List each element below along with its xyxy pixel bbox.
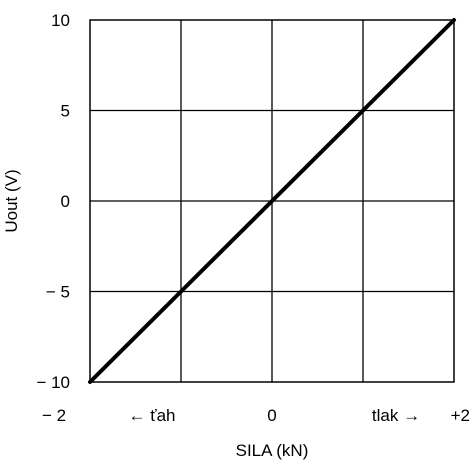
x-axis-title: SILA (kN)	[236, 441, 309, 460]
y-tick-label: 10	[51, 11, 70, 30]
y-axis-title: Uout (V)	[2, 169, 21, 232]
series-line	[88, 18, 456, 384]
x-annotation-right: tlak →	[372, 406, 420, 425]
x-tick-label: +2	[451, 406, 470, 425]
y-tick-label: − 5	[46, 283, 70, 302]
x-tick-label: 0	[267, 406, 276, 425]
y-tick-label: 5	[61, 102, 70, 121]
y-tick-label: − 10	[36, 373, 70, 392]
x-tick-label: − 2	[42, 406, 66, 425]
plot-area-frame	[89, 19, 455, 383]
y-tick-label: 0	[61, 192, 70, 211]
x-annotation-left: ← ťah	[128, 406, 175, 425]
tick-labels: 10 5 0 − 5 − 10 − 2 0 +2	[36, 11, 470, 425]
series-layer	[88, 18, 456, 384]
